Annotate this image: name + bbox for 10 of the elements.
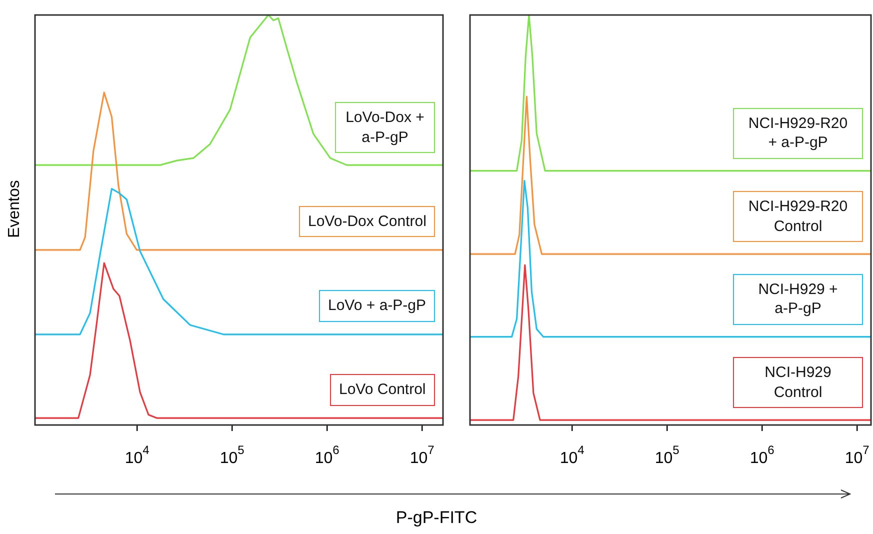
series-label: LoVo-Dox Control <box>308 212 426 230</box>
series-label: NCI-H929-R20 + a-P-gP <box>748 114 848 152</box>
series-label: NCI-H929 Control <box>764 364 832 401</box>
series-label: LoVo + a-P-gP <box>328 297 426 314</box>
series-label: LoVo-Dox + a-P-gP <box>346 109 424 146</box>
series-label: NCI-H929-R20 Control <box>748 198 848 235</box>
series-label: LoVo Control <box>339 381 426 398</box>
series-label: NCI-H929 + a-P-gP <box>758 280 838 318</box>
x-axis-title: P-gP-FITC <box>394 508 478 528</box>
y-axis-title: Eventos <box>6 180 24 238</box>
